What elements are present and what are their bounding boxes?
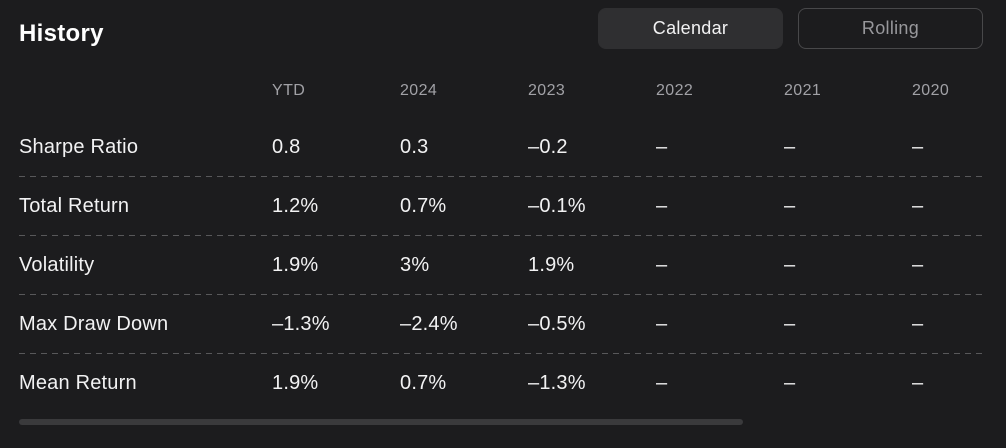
table-row-sharpe-ratio: Sharpe Ratio 0.8 0.3 –0.2 – – –: [0, 118, 1006, 177]
cell: –0.2: [528, 136, 568, 158]
row-label: Total Return: [19, 195, 130, 217]
cell: 1.9%: [272, 254, 319, 276]
cell: –: [656, 313, 668, 335]
row-label: Volatility: [19, 254, 95, 276]
topbar: History Calendar Rolling: [0, 0, 1006, 64]
table-row-mean-return: Mean Return 1.9% 0.7% –1.3% – – –: [0, 354, 1006, 413]
cell: 0.3: [400, 136, 429, 158]
cell: –2.4%: [400, 313, 458, 335]
table-row-max-draw-down: Max Draw Down –1.3% –2.4% –0.5% – – –: [0, 295, 1006, 354]
cell: –: [784, 313, 796, 335]
cell: –0.5%: [528, 313, 586, 335]
row-label: Mean Return: [19, 372, 137, 394]
page-title: History: [19, 20, 104, 47]
history-table: YTD 2024 2023 2022 2021 2020 Sharpe Rati…: [0, 64, 1006, 413]
cell: –: [656, 136, 668, 158]
cell: 3%: [400, 254, 430, 276]
cell: 1.9%: [272, 372, 319, 394]
cell: –: [784, 372, 796, 394]
row-label: Max Draw Down: [19, 313, 169, 335]
column-header-2023: 2023: [528, 82, 566, 99]
cell: –: [656, 195, 668, 217]
cell: –1.3%: [528, 372, 586, 394]
cell: 1.2%: [272, 195, 319, 217]
view-toggle-group: Calendar Rolling: [598, 0, 983, 49]
cell: 0.7%: [400, 195, 447, 217]
cell: 1.9%: [528, 254, 575, 276]
rolling-tab-button[interactable]: Rolling: [798, 8, 983, 49]
cell: –: [784, 195, 796, 217]
cell: –: [912, 254, 924, 276]
cell: 0.7%: [400, 372, 447, 394]
column-header-2020: 2020: [912, 82, 950, 99]
calendar-tab-button[interactable]: Calendar: [598, 8, 783, 49]
cell: –0.1%: [528, 195, 586, 217]
table-header-row: YTD 2024 2023 2022 2021 2020: [0, 64, 1006, 118]
table-row-volatility: Volatility 1.9% 3% 1.9% – – –: [0, 236, 1006, 295]
row-label: Sharpe Ratio: [19, 136, 139, 158]
cell: –: [912, 136, 924, 158]
column-header-ytd: YTD: [272, 82, 306, 99]
horizontal-scrollbar-thumb[interactable]: [19, 419, 743, 425]
column-header-2024: 2024: [400, 82, 438, 99]
cell: –: [912, 195, 924, 217]
column-header-2021: 2021: [784, 82, 822, 99]
cell: –: [912, 313, 924, 335]
cell: –: [656, 254, 668, 276]
cell: –: [912, 372, 924, 394]
cell: 0.8: [272, 136, 301, 158]
cell: –1.3%: [272, 313, 330, 335]
cell: –: [784, 136, 796, 158]
cell: –: [784, 254, 796, 276]
cell: –: [656, 372, 668, 394]
table-row-total-return: Total Return 1.2% 0.7% –0.1% – – –: [0, 177, 1006, 236]
column-header-2022: 2022: [656, 82, 694, 99]
